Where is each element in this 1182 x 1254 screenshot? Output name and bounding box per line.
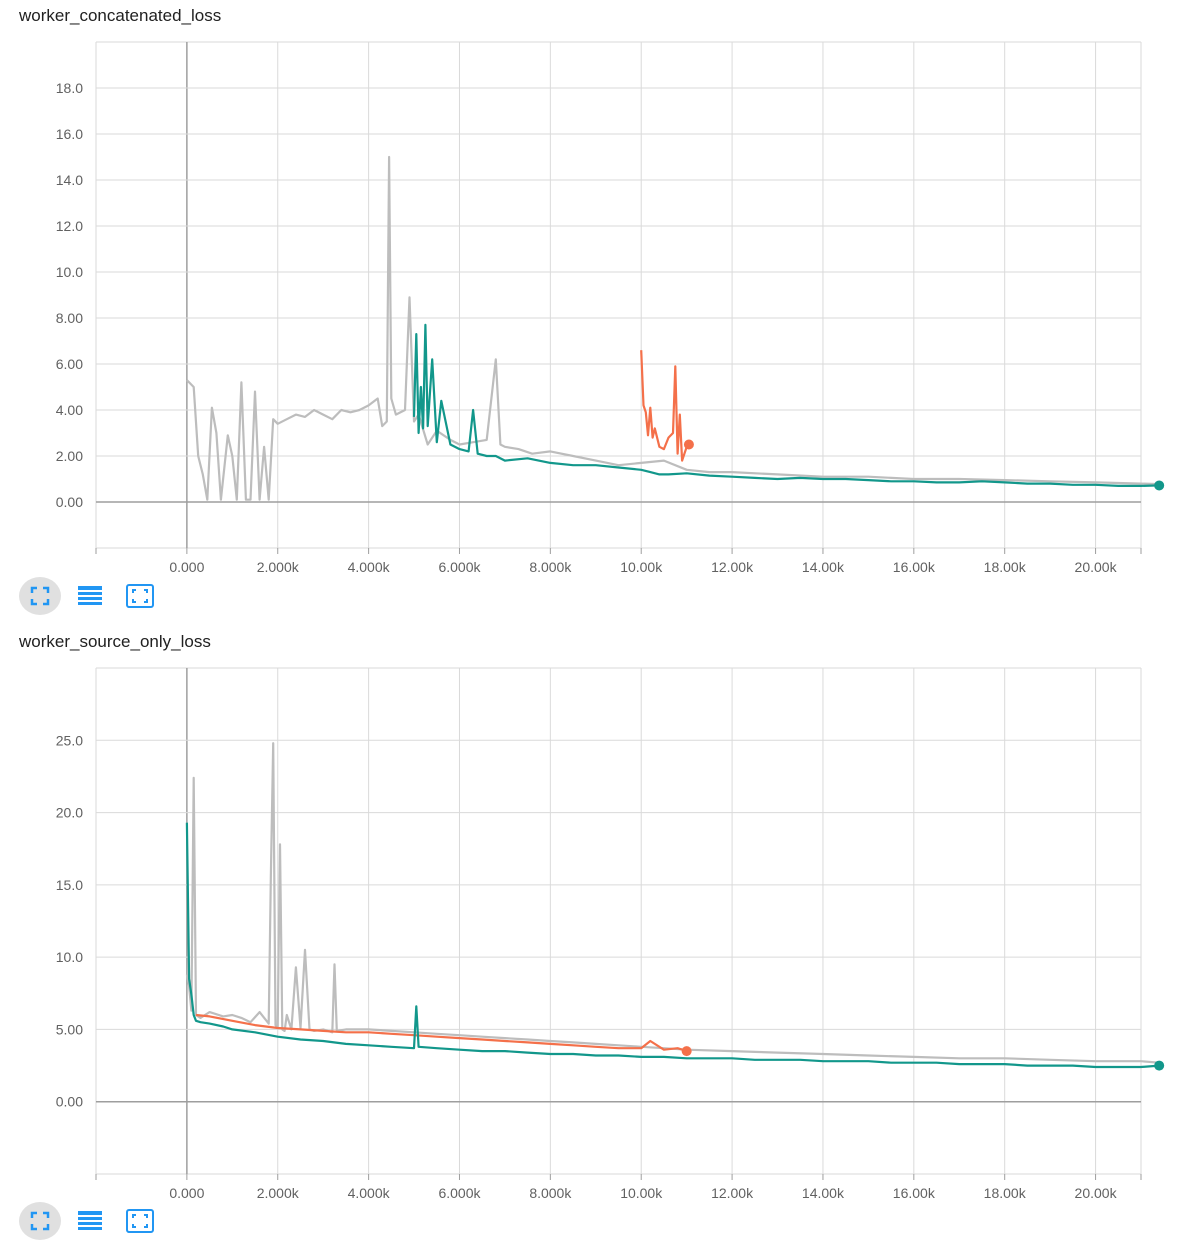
x-tick-label: 10.00k — [620, 1185, 663, 1201]
fit-domain-icon — [30, 1211, 50, 1231]
x-tick-label: 12.00k — [711, 1185, 754, 1201]
x-tick-label: 16.00k — [893, 559, 936, 575]
x-tick-label: 4.000k — [348, 559, 391, 575]
y-tick-label: 0.00 — [56, 494, 83, 510]
y-tick-label: 18.0 — [56, 80, 83, 96]
line-chart[interactable]: 0.000 2.000k 4.000k 6.000k 8.000k 10.00k 12.00… — [0, 0, 1182, 580]
series-endpoint-teal[interactable] — [1154, 480, 1165, 491]
x-tick-label: 18.00k — [984, 559, 1027, 575]
x-tick-label: 20.00k — [1075, 1185, 1118, 1201]
y-tick-label: 8.00 — [56, 310, 83, 326]
y-tick-label: 15.0 — [56, 877, 83, 893]
x-tick-label: 4.000k — [348, 1185, 391, 1201]
fit-domain-button[interactable] — [19, 577, 61, 615]
x-tick-label: 0.000 — [169, 1185, 204, 1201]
y-tick-label: 25.0 — [56, 732, 83, 748]
data-series-button[interactable] — [69, 577, 111, 615]
expand-button[interactable] — [119, 577, 161, 615]
series-endpoint-orange[interactable] — [681, 1046, 692, 1057]
chart-toolbar — [19, 577, 161, 615]
data-series-icon — [78, 586, 102, 605]
chart-card-concatenated-loss: worker_concatenated_loss 0.000 2.000k 4.00… — [0, 0, 1182, 625]
y-tick-label: 12.0 — [56, 218, 83, 234]
chart-title: worker_source_only_loss — [19, 632, 211, 651]
series-line-teal[interactable] — [185, 822, 1160, 1069]
x-tick-label: 14.00k — [802, 1185, 845, 1201]
x-tick-label: 18.00k — [984, 1185, 1027, 1201]
x-tick-label: 6.000k — [438, 1185, 481, 1201]
y-tick-label: 20.0 — [56, 805, 83, 821]
fit-domain-icon — [30, 586, 50, 606]
series-endpoint-orange[interactable] — [683, 439, 694, 450]
series-line-gray[interactable] — [185, 742, 1160, 1064]
data-series-button[interactable] — [69, 1202, 111, 1240]
series-line-orange[interactable] — [640, 350, 690, 462]
x-tick-label: 16.00k — [893, 1185, 936, 1201]
y-tick-label: 6.00 — [56, 356, 83, 372]
series-line-teal[interactable] — [412, 323, 1160, 487]
series-line-gray[interactable] — [186, 155, 1160, 501]
expand-icon — [126, 1209, 154, 1233]
series-line-orange[interactable] — [195, 1013, 688, 1053]
x-tick-label: 8.000k — [529, 559, 572, 575]
x-tick-label: 0.000 — [169, 559, 204, 575]
chart-card-source-only-loss: worker_source_only_loss 0.000 2.000k 4.000… — [0, 626, 1182, 1251]
chart-toolbar — [19, 1202, 161, 1240]
fit-domain-button[interactable] — [19, 1202, 61, 1240]
y-tick-label: 2.00 — [56, 448, 83, 464]
y-tick-label: 16.0 — [56, 126, 83, 142]
y-tick-label: 0.00 — [56, 1094, 83, 1110]
line-chart[interactable]: 0.000 2.000k 4.000k 6.000k 8.000k 10.00k 12.00… — [0, 626, 1182, 1206]
y-tick-label: 14.0 — [56, 172, 83, 188]
expand-button[interactable] — [119, 1202, 161, 1240]
series-endpoint-teal[interactable] — [1154, 1060, 1165, 1071]
x-tick-label: 14.00k — [802, 559, 845, 575]
y-tick-label: 5.00 — [56, 1021, 83, 1037]
expand-icon — [126, 584, 154, 608]
x-tick-label: 10.00k — [620, 559, 663, 575]
x-tick-label: 12.00k — [711, 559, 754, 575]
x-tick-label: 2.000k — [257, 559, 300, 575]
chart-title: worker_concatenated_loss — [19, 6, 222, 25]
x-tick-label: 2.000k — [257, 1185, 300, 1201]
data-series-icon — [78, 1211, 102, 1230]
x-tick-label: 20.00k — [1075, 559, 1118, 575]
x-tick-label: 8.000k — [529, 1185, 572, 1201]
y-tick-label: 4.00 — [56, 402, 83, 418]
y-tick-label: 10.0 — [56, 949, 83, 965]
x-tick-label: 6.000k — [438, 559, 481, 575]
y-tick-label: 10.0 — [56, 264, 83, 280]
